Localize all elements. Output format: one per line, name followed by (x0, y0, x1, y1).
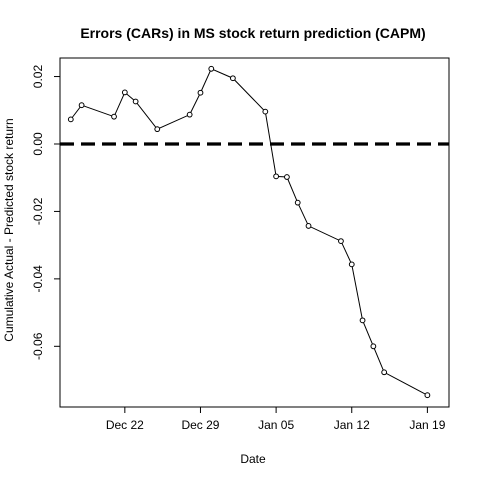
y-axis: 0.02 0.00 -0.02 -0.04 -0.06 (31, 65, 60, 360)
data-point (186, 111, 193, 118)
data-point (424, 392, 431, 399)
data-point (359, 317, 366, 324)
data-point (67, 116, 74, 123)
y-tick-label: 0.02 (31, 65, 45, 89)
x-tick-label: Jan 05 (258, 418, 294, 432)
x-tick-label: Dec 29 (181, 418, 219, 432)
data-point (208, 65, 215, 72)
data-point (273, 173, 280, 180)
y-tick-label: 0.00 (31, 132, 45, 156)
data-point (370, 343, 377, 350)
data-point (111, 113, 117, 120)
data-point (197, 89, 204, 96)
data-point (121, 89, 128, 96)
data-point (338, 238, 344, 244)
data-point (78, 102, 85, 109)
data-point (262, 108, 269, 115)
data-point (284, 174, 290, 180)
data-point (381, 369, 388, 376)
y-axis-label: Cumulative Actual - Predicted stock retu… (2, 118, 16, 341)
chart-title: Errors (CARs) in MS stock return predict… (80, 25, 425, 41)
y-tick-label: -0.06 (31, 332, 45, 360)
data-point (348, 261, 355, 268)
x-axis: Dec 22 Dec 29 Jan 05 Jan 12 Jan 19 (106, 407, 446, 432)
data-point (305, 223, 312, 229)
data-point (229, 75, 236, 82)
data-point (294, 199, 301, 206)
x-tick-label: Dec 22 (106, 418, 144, 432)
data-point (132, 98, 139, 105)
data-point (154, 126, 161, 133)
y-tick-label: -0.04 (31, 265, 45, 293)
x-tick-label: Jan 19 (409, 418, 445, 432)
plot-area (60, 65, 449, 399)
y-tick-label: -0.02 (31, 197, 45, 225)
plot-frame (59, 57, 450, 408)
x-axis-label: Date (240, 452, 266, 466)
x-tick-label: Jan 12 (334, 418, 370, 432)
